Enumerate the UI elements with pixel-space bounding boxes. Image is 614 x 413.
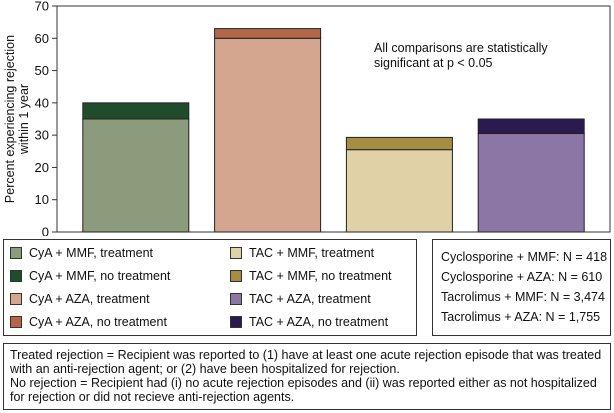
legend-swatch	[10, 293, 22, 305]
y-tick-label: 60	[35, 31, 49, 46]
bar-no-treatment	[82, 102, 190, 120]
y-tick-label: 70	[35, 0, 49, 14]
legend-swatch	[10, 247, 22, 259]
bar-no-treatment	[345, 136, 453, 151]
bar-no-treatment	[214, 28, 322, 39]
legend-label: CyA + MMF, treatment	[29, 246, 153, 260]
sample-size-tac-aza: Tacrolimus + AZA: N = 1,755	[441, 310, 601, 324]
y-tick-label: 30	[35, 128, 49, 143]
plot-frame	[56, 5, 611, 233]
legend-label: TAC + MMF, treatment	[249, 246, 375, 260]
bar-treatment	[214, 37, 322, 233]
legend-swatch	[230, 270, 242, 282]
legend-swatch	[10, 316, 22, 328]
bar-treatment	[345, 149, 453, 233]
legend-label: CyA + AZA, treatment	[29, 292, 150, 306]
stacked-bar-chart: 0 10 20 30 40 50 60 70 Percent experiencing reje…	[3, 0, 611, 237]
no-rejection-definition: No rejection = Recipient had (i) no acut…	[10, 376, 597, 404]
legend-label: CyA + AZA, no treatment	[29, 315, 167, 329]
sample-size-box: Cyclosporine + MMF: N = 418 Cyclosporine…	[432, 239, 611, 336]
bar-treatment	[477, 133, 585, 233]
legend-label: TAC + MMF, no treatment	[249, 269, 392, 283]
sample-size-tac-mmf: Tacrolimus + MMF: N = 3,474	[441, 290, 605, 304]
sample-size-cya-mmf: Cyclosporine + MMF: N = 418	[441, 250, 608, 264]
chart-legend: CyA + MMF, treatment CyA + MMF, no treatm…	[3, 239, 417, 336]
legend-item: CyA + AZA, no treatment	[10, 314, 167, 330]
annotation-line-1: All comparisons are statistically	[374, 41, 548, 55]
legend-item: TAC + AZA, no treatment	[230, 314, 388, 330]
sample-size-cya-aza: Cyclosporine + AZA: N = 610	[441, 270, 603, 284]
y-tick-label: 20	[35, 160, 49, 175]
y-tick-label: 40	[35, 95, 49, 110]
y-tick-label: 50	[35, 63, 49, 78]
y-tick-label: 0	[42, 225, 49, 237]
legend-label: TAC + AZA, treatment	[249, 292, 371, 306]
legend-item: TAC + MMF, treatment	[230, 245, 374, 261]
definitions-note: Treated rejection = Recipient was report…	[3, 343, 611, 410]
legend-swatch	[10, 270, 22, 282]
legend-label: TAC + AZA, no treatment	[249, 315, 389, 329]
bar-no-treatment	[477, 118, 585, 135]
legend-swatch	[230, 316, 242, 328]
treated-rejection-definition: Treated rejection = Recipient was report…	[10, 348, 602, 376]
legend-item: CyA + MMF, no treatment	[10, 268, 170, 284]
legend-item: TAC + MMF, no treatment	[230, 268, 392, 284]
bar-treatment	[82, 118, 190, 233]
annotation-line-2: significant at p < 0.05	[374, 56, 493, 70]
legend-item: CyA + AZA, treatment	[10, 291, 150, 307]
legend-label: CyA + MMF, no treatment	[29, 269, 171, 283]
y-axis-title: Percent experiencing rejectionwithin 1 y…	[3, 35, 31, 203]
y-tick-label: 10	[35, 192, 49, 207]
legend-swatch	[230, 293, 242, 305]
legend-item: CyA + MMF, treatment	[10, 245, 153, 261]
legend-item: TAC + AZA, treatment	[230, 291, 371, 307]
legend-swatch	[230, 247, 242, 259]
